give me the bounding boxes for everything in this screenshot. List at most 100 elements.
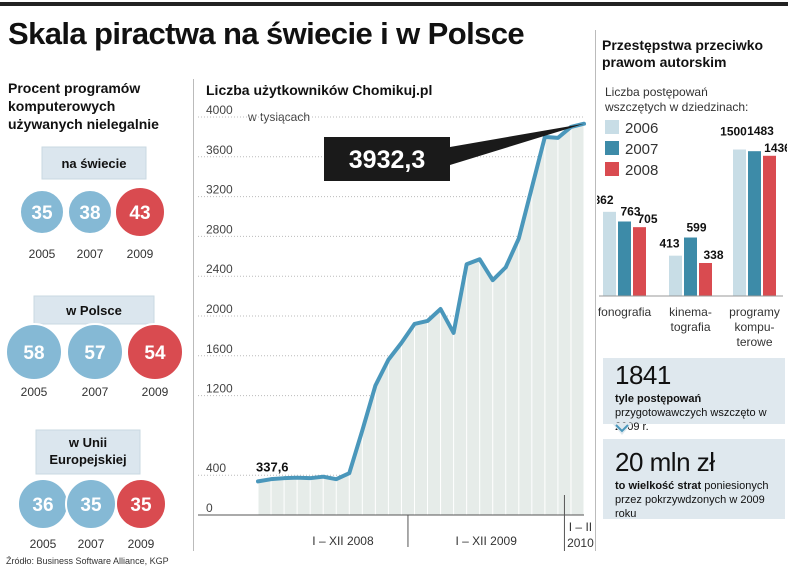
data-point [308,476,312,480]
data-point [412,322,416,326]
bar [763,155,776,296]
note1-bold: tyle postępowań [615,393,702,405]
bar-subtitle: Liczba postępowań [605,85,708,99]
bar-value-label: 413 [659,237,679,251]
year-label: 2005 [29,247,56,261]
year-label: 2009 [142,385,169,399]
bar-value-label: 599 [686,221,706,235]
bar-value-label: 763 [620,204,640,218]
data-point [282,476,286,480]
category-label: kinema- [669,305,712,319]
group-label: w Polsce [65,303,122,318]
note-box-losses: 20 mln zł to wielkość strat poniesionych… [603,439,785,521]
y-tick-label: 3200 [206,183,233,197]
y-tick-label: 2000 [206,302,233,316]
legend-swatch [605,162,619,176]
page-title: Skala piractwa na świecie i w Polsce [8,16,525,51]
bar-value-label: 1500 [720,125,747,139]
note2-text: to wielkość strat poniesionych przez pok… [615,479,781,521]
data-point [530,186,534,190]
year-label: 2005 [30,537,57,551]
year-label: 2005 [21,385,48,399]
group-label: na świecie [61,156,126,171]
percent-circle [5,323,63,381]
year-label: 2007 [82,385,109,399]
y-tick-label: 1200 [206,382,233,396]
bar-value-label: 338 [703,248,723,262]
group-label-box [35,429,141,475]
y-tick-label: 3600 [206,143,233,157]
data-point [465,262,469,266]
year-label: 2007 [77,247,104,261]
data-point [321,475,325,479]
percent-circle [67,189,113,235]
area-fill [258,123,584,516]
bar-chart-heading: Przestępstwa przeciwko prawom autorskim [602,37,764,70]
group-label-box [33,295,155,325]
data-point [256,479,260,483]
note-arrow-icon [612,423,632,435]
y-tick-label: 0 [206,501,213,515]
piracy-percent-panel: na świecie 35 2005 38 2007 43 2009 w Polsce 58 20… [5,146,184,551]
users-area-chart: w tysiącach 0 400 1200 1600 2000 2400 2800 3200 3… [198,103,594,551]
percent-value: 35 [80,495,102,516]
percent-value: 54 [144,343,166,364]
bar [748,151,761,296]
bar [684,237,697,296]
period-label: I – XII 2009 [456,534,518,548]
y-unit-label: w tysiącach [247,110,310,124]
bar-value-label: 862 [597,193,614,207]
bar-subtitle: wszczętych w dziedzinach: [604,100,748,114]
divider-left [193,79,194,551]
note2-bold: to wielkość strat [615,480,702,492]
data-point [269,477,273,481]
note1-rest: przygotowawczych wszczęto w 2009 r. [615,407,767,433]
percent-circle [126,323,184,381]
category-label: fonografia [598,305,652,319]
percent-value: 38 [79,203,100,224]
percent-value: 36 [32,495,53,516]
note2-rest: poniesionych przez pokrzywdzonych w 2009… [615,480,769,520]
group-label: Europejskiej [49,452,126,467]
legend-swatch [605,120,619,134]
data-point [426,319,430,323]
callout-pointer [450,123,584,165]
data-point [360,428,364,432]
bar-value-label: 1483 [747,124,774,138]
percent-value: 35 [31,203,53,224]
bar [603,211,616,296]
bar-value-label: 705 [637,212,657,226]
data-point [439,307,443,311]
category-label: kompu- [734,320,774,334]
period-label: 2010 [567,536,594,550]
users-line [256,121,586,484]
y-tick-label: 2800 [206,222,233,236]
data-point [504,265,508,269]
last-value-label: 3932,3 [349,146,425,174]
year-label: 2009 [128,537,155,551]
note2-value: 20 mln zł [615,447,715,477]
data-point [373,384,377,388]
category-label: terowe [736,335,772,349]
callout-box [324,137,450,181]
data-point [543,135,547,139]
group-label: w Unii [68,435,107,450]
data-point [556,136,560,140]
bar [618,221,631,296]
legend-label: 2006 [625,120,658,137]
legend-label: 2007 [625,141,658,158]
legend-label: 2008 [625,162,658,179]
note-box-1841: 1841 tyle postępowań przygotowawczych ws… [603,358,785,433]
source-note: Źródło: Business Software Alliance, KGP [6,556,169,566]
bar [669,255,682,296]
bar [699,262,712,296]
data-point [478,257,482,261]
percent-value: 35 [130,495,152,516]
percent-value: 43 [129,203,150,224]
data-point [334,477,338,481]
data-point [452,331,456,335]
percent-circle [115,478,167,530]
data-point [347,471,351,475]
year-label: 2007 [78,537,105,551]
